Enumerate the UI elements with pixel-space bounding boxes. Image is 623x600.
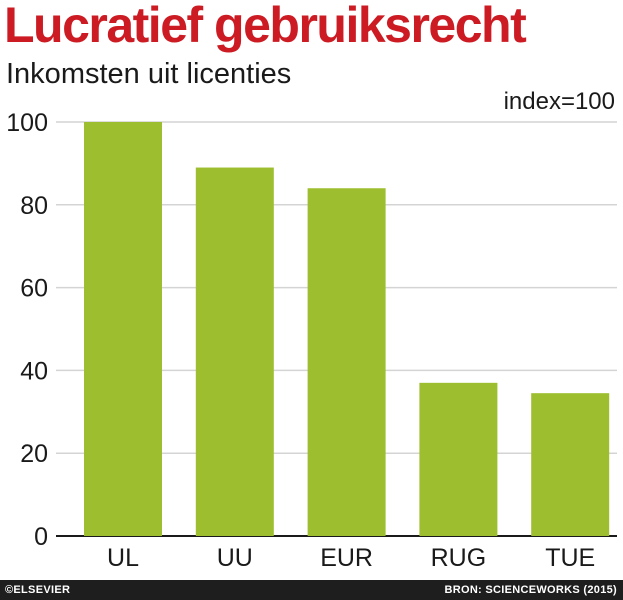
- y-tick-label: 0: [34, 523, 48, 551]
- x-tick-labels: UL UU EUR RUG TUE: [107, 544, 595, 572]
- bar-tue: [531, 393, 610, 536]
- x-tick-label: UL: [107, 544, 139, 572]
- y-tick-label: 20: [20, 440, 48, 468]
- footer-bar: ©ELSEVIER BRON: SCIENCEWORKS (2015): [0, 580, 623, 600]
- y-tick-label: 60: [20, 275, 48, 303]
- x-tick-label: UU: [217, 544, 253, 572]
- y-tick-label: 100: [6, 109, 48, 137]
- footer-credit: ©ELSEVIER: [5, 584, 71, 596]
- chart-title: Lucratief gebruiksrecht: [4, 0, 527, 53]
- bar-ul: [84, 122, 162, 536]
- chart-subtitle: Inkomsten uit licenties: [6, 58, 292, 90]
- x-tick-label: TUE: [545, 544, 595, 572]
- x-tick-label: EUR: [320, 544, 373, 572]
- bar-rug: [419, 382, 498, 536]
- y-tick-label: 40: [20, 357, 48, 385]
- y-tick-label: 80: [20, 192, 48, 220]
- footer-source: BRON: SCIENCEWORKS (2015): [444, 584, 617, 596]
- x-tick-label: RUG: [431, 544, 487, 572]
- bar-eur: [307, 188, 386, 537]
- unit-note: index=100: [503, 88, 615, 115]
- bars: [84, 122, 610, 537]
- bar-uu: [195, 167, 274, 537]
- bar-chart: 0 20 40 60 80 100 UL UU EUR RUG TUE: [6, 109, 617, 572]
- y-tick-labels: 0 20 40 60 80 100: [6, 109, 48, 551]
